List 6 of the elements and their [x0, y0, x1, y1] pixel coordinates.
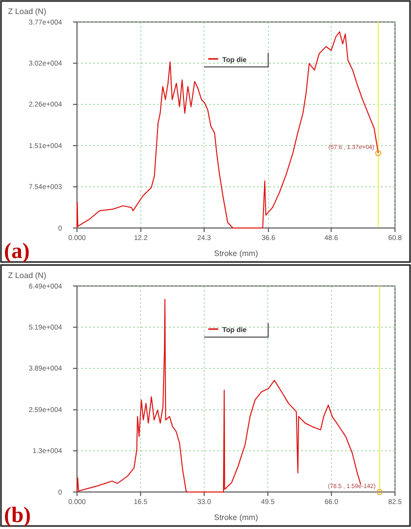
text: (a)	[4, 238, 30, 263]
text: (b)	[4, 502, 31, 527]
x-axis-title: Stroke (mm)	[214, 513, 258, 522]
y-axis-title: Z Load (N)	[8, 7, 47, 16]
y-axis-title: Z Load (N)	[8, 271, 47, 280]
x-axis-title: Stroke (mm)	[214, 249, 258, 258]
